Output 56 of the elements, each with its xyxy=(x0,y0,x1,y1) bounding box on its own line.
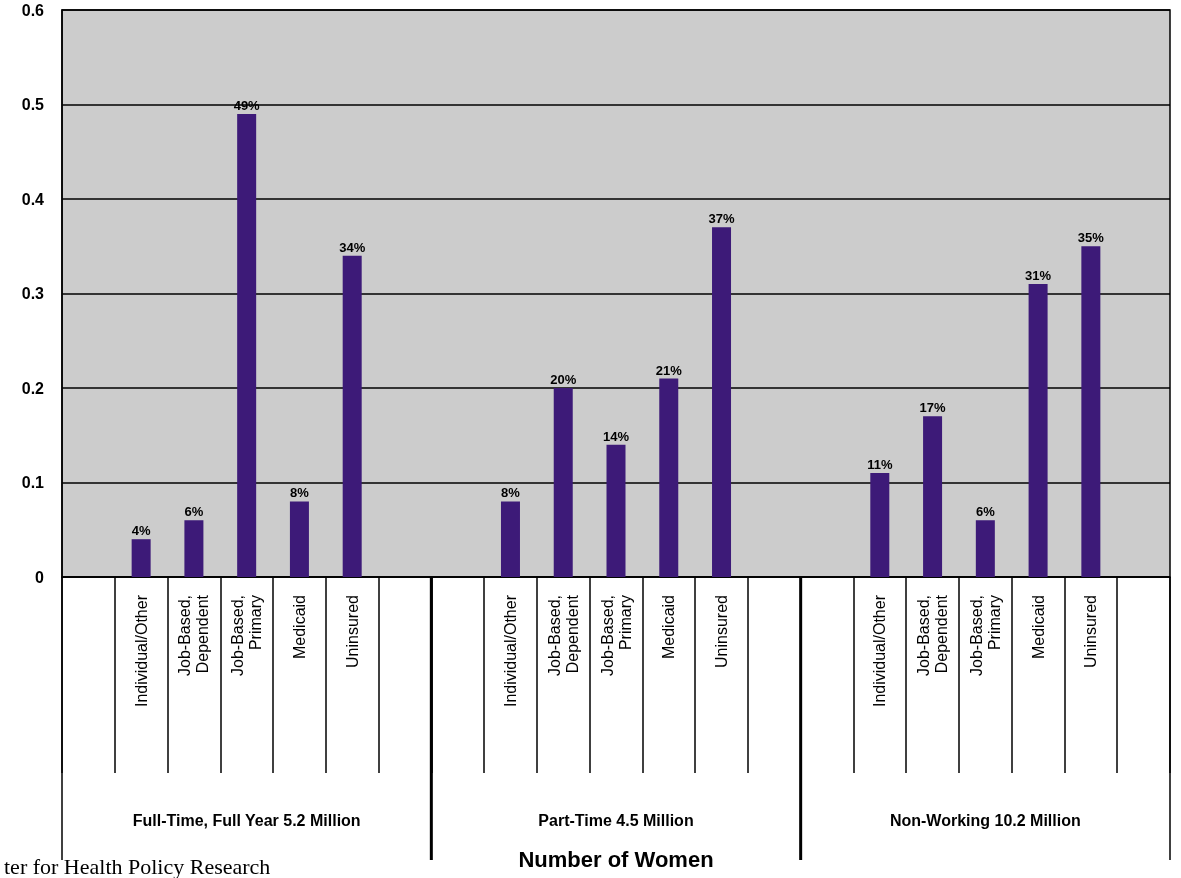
x-tick-label: Job-Based, Primary xyxy=(229,595,265,676)
data-label: 14% xyxy=(602,428,630,444)
data-label: 20% xyxy=(550,372,577,387)
x-tick-label: Job-Based, Dependent xyxy=(176,594,212,676)
data-label: 6% xyxy=(975,504,996,520)
x-tick-label: Job-Based, Primary xyxy=(967,595,1003,676)
y-tick-label: 0 xyxy=(35,568,45,586)
bar xyxy=(553,388,573,577)
data-label: 8% xyxy=(290,485,310,501)
bar xyxy=(975,520,995,577)
data-label: 11% xyxy=(867,457,893,473)
x-tick-label: Individual/Other xyxy=(501,594,519,708)
bar xyxy=(237,113,257,577)
x-tick-label: Medicaid xyxy=(1029,595,1047,660)
bar xyxy=(659,378,679,577)
data-label: 17% xyxy=(919,400,947,416)
x-tick-label: Job-Based, Dependent xyxy=(915,594,951,676)
bar xyxy=(1081,246,1101,577)
bar xyxy=(500,501,520,577)
x-tick-label: Medicaid xyxy=(290,595,308,660)
y-tick-label: 0.2 xyxy=(21,379,45,397)
y-tick-label: 0.6 xyxy=(21,1,45,19)
data-label: 31% xyxy=(1025,268,1052,284)
y-tick-label: 0.5 xyxy=(21,96,45,113)
data-label: 37% xyxy=(708,211,735,227)
y-tick-label: 0.3 xyxy=(21,285,45,302)
bar xyxy=(712,227,732,577)
bar xyxy=(131,539,151,577)
bar xyxy=(184,520,204,577)
bar xyxy=(606,444,626,577)
y-tick-label: 0.4 xyxy=(21,190,45,208)
data-label: 4% xyxy=(131,523,151,539)
text: Full-Time, Full Year 5.2 Million xyxy=(132,811,361,829)
bar xyxy=(870,473,890,577)
data-label: 21% xyxy=(655,362,683,378)
x-tick-label: Uninsured xyxy=(713,595,731,668)
text: Non-Working 10.2 Million xyxy=(889,811,1081,829)
data-label: 34% xyxy=(339,239,366,255)
x-tick-label: Uninsured xyxy=(1082,595,1100,668)
x-tick-label: Job-Based, Dependent xyxy=(545,594,581,676)
x-tick-label: Individual/Other xyxy=(132,594,150,708)
x-tick-label: Uninsured xyxy=(343,595,361,668)
data-label: 35% xyxy=(1077,230,1105,246)
data-label: 6% xyxy=(184,504,204,520)
bar xyxy=(289,501,309,577)
text: ter for Health Policy Research xyxy=(4,853,271,878)
x-tick-label: Job-Based, Primary xyxy=(598,595,634,676)
text: Part-Time 4.5 Million xyxy=(538,811,694,829)
data-label: 8% xyxy=(501,485,521,501)
bar xyxy=(923,416,943,577)
y-tick-label: 0.1 xyxy=(21,474,45,491)
text: Number of Women xyxy=(518,846,714,872)
bar xyxy=(342,255,362,577)
x-tick-label: Medicaid xyxy=(660,595,678,660)
bar xyxy=(1028,284,1048,577)
x-tick-label: Individual/Other xyxy=(871,594,889,708)
